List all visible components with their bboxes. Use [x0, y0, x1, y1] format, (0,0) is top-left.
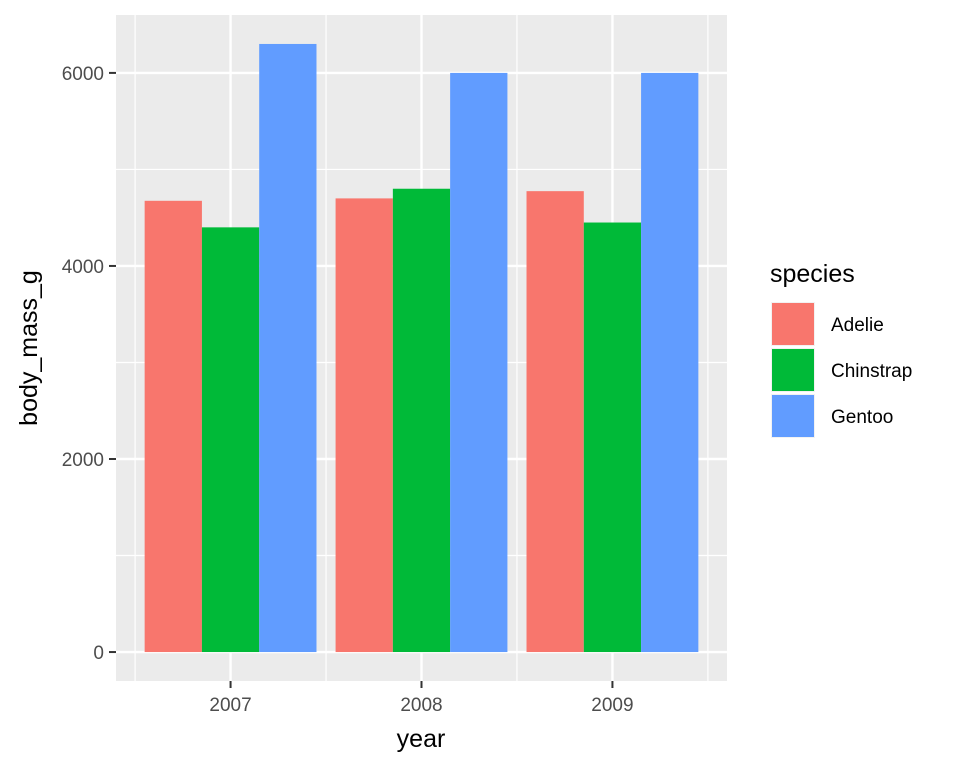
y-tick-label: 6000 [62, 64, 104, 85]
legend-title: species [770, 260, 855, 288]
legend: species Adelie Chinstrap Gentoo [770, 260, 912, 438]
x-axis-title: year [397, 725, 446, 753]
legend-swatch-gentoo [772, 395, 814, 437]
x-tick-label: 2008 [400, 695, 442, 716]
x-tick-label: 2009 [591, 695, 633, 716]
x-axis: 2007 2008 2009 [209, 681, 634, 716]
x-tick-label: 2007 [209, 695, 251, 716]
bar-adelie-2009 [526, 191, 584, 653]
legend-label-adelie: Adelie [831, 315, 884, 336]
legend-label-chinstrap: Chinstrap [831, 361, 912, 382]
legend-swatch-chinstrap [772, 349, 814, 391]
bar-gentoo-2007 [259, 43, 317, 653]
bar-gentoo-2009 [641, 72, 699, 653]
y-axis: 0 2000 4000 6000 [62, 64, 116, 664]
bar-chinstrap-2007 [201, 227, 260, 653]
bar-chinstrap-2008 [392, 188, 451, 653]
bar-chinstrap-2009 [583, 222, 642, 653]
y-tick-label: 4000 [62, 257, 104, 278]
y-tick-label: 0 [93, 643, 104, 664]
bar-gentoo-2008 [450, 72, 508, 653]
bars [144, 43, 699, 653]
bar-adelie-2007 [144, 200, 202, 653]
legend-swatch-adelie [772, 303, 814, 345]
y-axis-title: body_mass_g [15, 270, 43, 426]
bar-adelie-2008 [335, 198, 393, 653]
y-tick-label: 2000 [62, 450, 104, 471]
legend-label-gentoo: Gentoo [831, 407, 893, 428]
